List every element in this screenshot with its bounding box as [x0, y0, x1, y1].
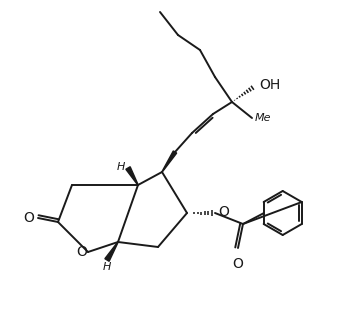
Text: O: O: [77, 245, 87, 259]
Text: OH: OH: [259, 78, 280, 92]
Polygon shape: [105, 242, 118, 261]
Polygon shape: [162, 151, 177, 172]
Text: H: H: [103, 262, 111, 272]
Text: Me: Me: [255, 113, 272, 123]
Text: O: O: [23, 211, 34, 225]
Polygon shape: [126, 167, 138, 185]
Text: H: H: [117, 162, 125, 172]
Text: O: O: [233, 257, 244, 271]
Text: O: O: [218, 205, 229, 219]
